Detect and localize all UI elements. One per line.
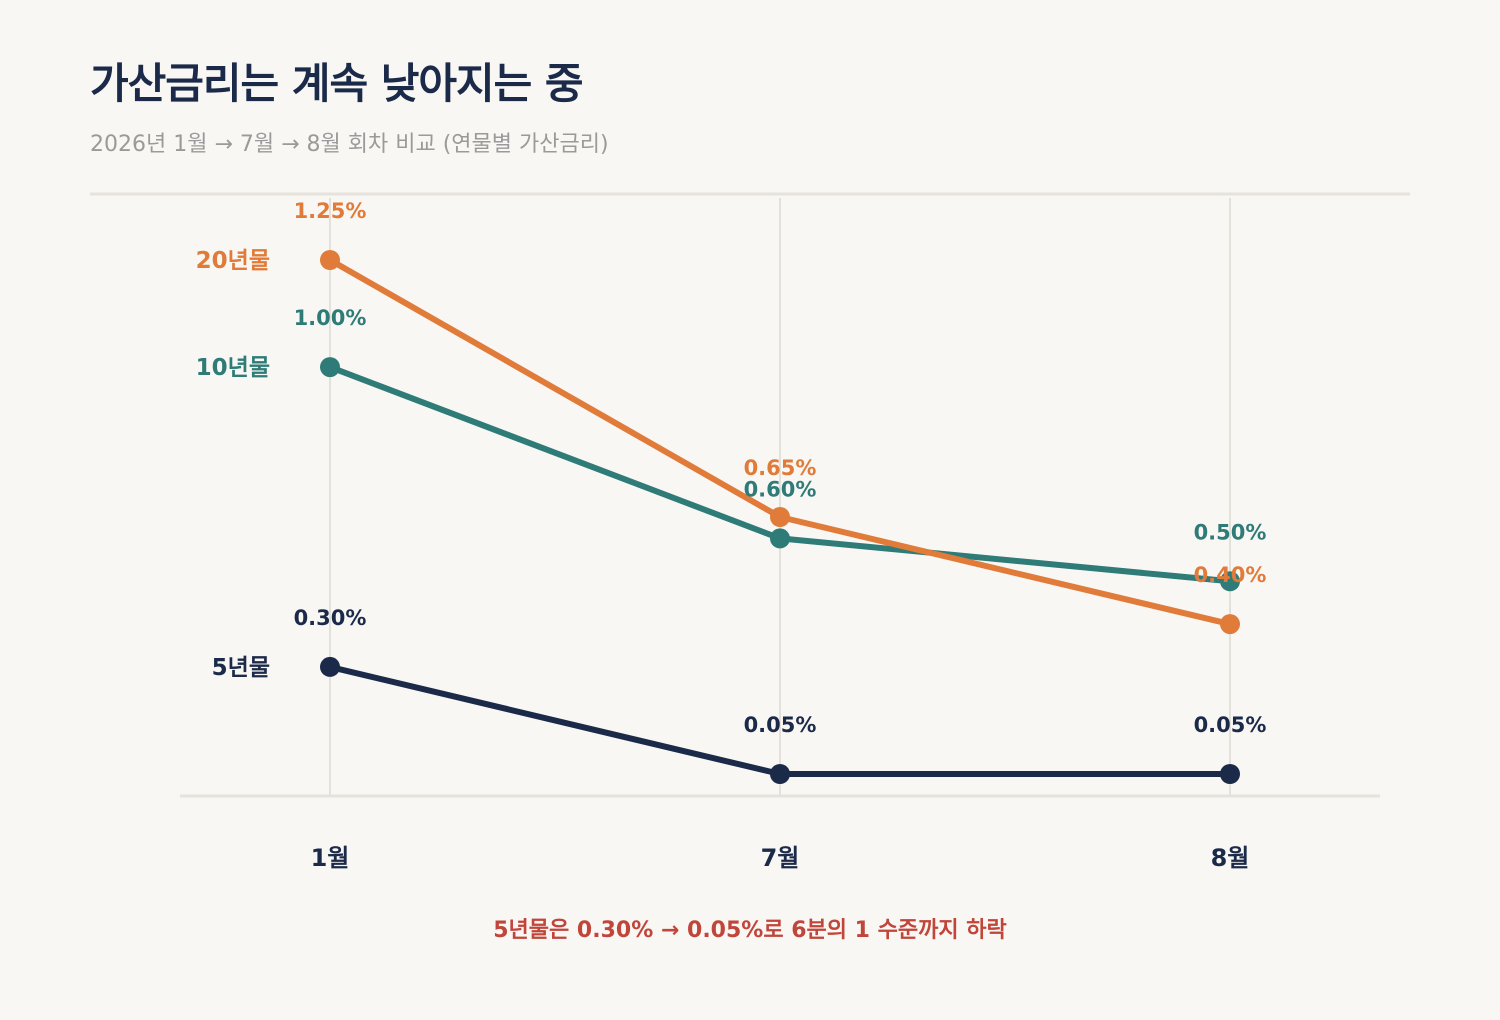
data-point [1220,614,1240,635]
data-point [770,507,790,527]
data-point [320,656,340,677]
x-tick-label: 7월 [761,844,800,872]
data-point [320,357,340,378]
x-tick-label: 1월 [311,844,350,872]
data-label: 0.60% [744,477,817,501]
data-label: 0.40% [1194,563,1267,587]
data-label: 0.05% [1194,713,1267,737]
takeaway-callout: 5년물은 0.30% → 0.05%로 6분의 1 수준까지 하락 [493,918,1007,943]
data-label: 0.05% [744,713,817,737]
data-label: 0.50% [1194,520,1267,544]
data-label: 0.30% [294,606,367,630]
data-point [1220,571,1240,592]
data-labels: 0.30% 0.05% 0.05% 5년물 1.00% 0.60% 0.50% 10년물 1.2… [196,199,1267,737]
grid-lines [329,198,1231,796]
data-label: 0.65% [744,456,817,480]
x-tick-label: 8월 [1211,844,1250,872]
data-point [770,528,790,549]
series-name-label: 5년물 [212,655,270,681]
data-point [1220,764,1240,784]
series-name-label: 10년물 [196,355,270,381]
data-label: 1.25% [294,199,367,223]
series-group [320,250,1240,784]
chart-title: 가산금리는 계속 낮아지는 중 [90,59,584,108]
x-tick-labels: 1월 7월 8월 [311,844,1250,872]
data-point [320,250,340,270]
data-point [770,764,790,784]
data-label: 1.00% [294,306,367,330]
series-name-label: 20년물 [196,248,270,274]
chart-subtitle: 2026년 1월 → 7월 → 8월 회차 비교 (연물별 가산금리) [90,132,609,157]
